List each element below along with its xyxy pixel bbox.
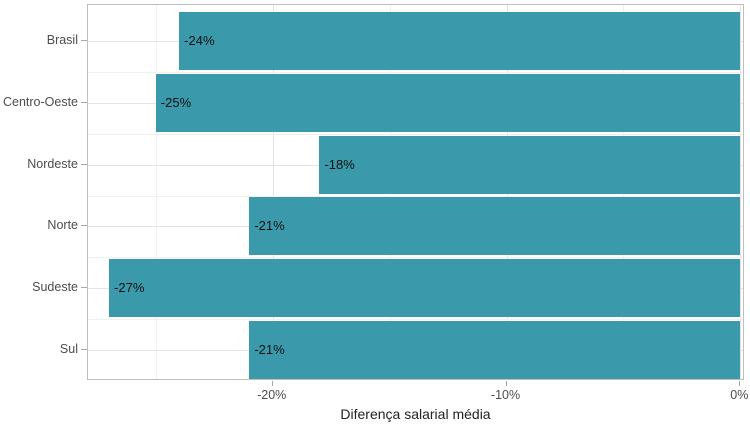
- y-axis-label-brasil: Brasil: [46, 33, 78, 47]
- bar-sudeste: [109, 259, 741, 318]
- x-tick-label: -10%: [490, 388, 521, 402]
- bar-nordeste: [319, 135, 741, 194]
- x-tick-label: -20%: [257, 388, 287, 402]
- y-minor-gridline: [88, 257, 743, 259]
- x-tick-label: 0%: [730, 388, 749, 402]
- y-tick-mark: [81, 40, 87, 41]
- bar-centro-oeste: [155, 73, 741, 132]
- bar-value-label-sul: -21%: [254, 342, 285, 357]
- x-axis-title: Diferença salarial média: [340, 406, 491, 422]
- x-tick-mark: [271, 381, 273, 386]
- y-axis-label-sul: Sul: [59, 342, 78, 356]
- y-tick-mark: [81, 349, 87, 350]
- y-axis-label-nordeste: Nordeste: [27, 156, 78, 171]
- bar-value-label-brasil: -24%: [184, 33, 215, 48]
- y-axis-label-sudeste: Sudeste: [32, 280, 78, 295]
- x-tick-mark: [739, 381, 741, 386]
- bar-value-label-norte: -21%: [254, 218, 285, 234]
- y-minor-gridline: [88, 133, 743, 135]
- x-major-gridline: [272, 5, 274, 379]
- x-minor-gridline: [155, 5, 157, 379]
- bar-value-label-nordeste: -18%: [324, 156, 355, 172]
- y-minor-gridline: [88, 319, 743, 321]
- x-tick-mark: [505, 381, 507, 386]
- plot-panel: -24% -25% -18% -21% -27% -21%: [87, 4, 744, 380]
- y-minor-gridline: [88, 71, 743, 73]
- y-tick-mark: [81, 225, 87, 227]
- y-axis-label-centro-oeste: Centro-Oeste: [2, 94, 78, 109]
- bar-value-label-centro-oeste: -25%: [160, 94, 192, 110]
- x-major-gridline: [740, 5, 742, 379]
- bar-norte: [249, 197, 741, 256]
- y-tick-mark: [81, 287, 87, 289]
- y-tick-mark: [81, 163, 87, 165]
- bar-value-label-sudeste: -27%: [114, 280, 145, 296]
- y-tick-mark: [81, 101, 87, 103]
- y-minor-gridline: [88, 195, 743, 197]
- bar-sul: [249, 321, 741, 379]
- y-axis-label-norte: Norte: [47, 218, 78, 233]
- bar-brasil: [179, 12, 741, 70]
